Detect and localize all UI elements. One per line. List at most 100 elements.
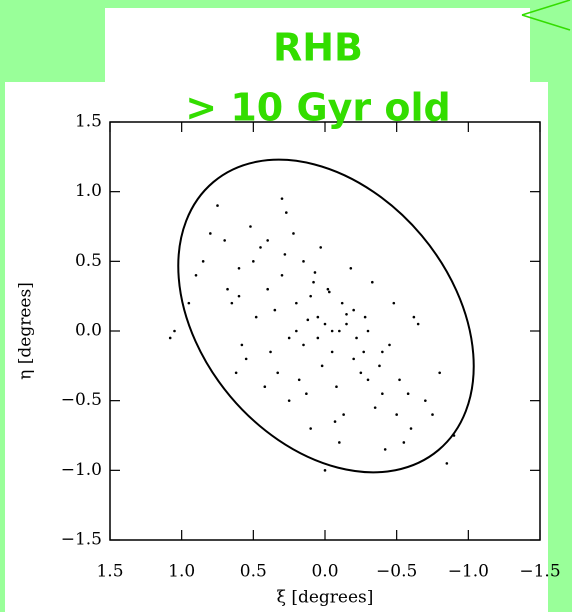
point bbox=[234, 371, 238, 375]
point bbox=[297, 378, 301, 382]
point bbox=[366, 329, 370, 333]
point bbox=[335, 385, 338, 389]
point bbox=[431, 413, 434, 416]
point bbox=[252, 260, 255, 263]
point bbox=[230, 301, 234, 305]
point bbox=[302, 343, 305, 347]
point bbox=[378, 364, 381, 368]
y-tick-label: 0.5 bbox=[75, 251, 102, 271]
point bbox=[287, 399, 291, 402]
point bbox=[333, 420, 337, 423]
point bbox=[223, 239, 226, 242]
point bbox=[312, 280, 315, 284]
point bbox=[244, 357, 248, 361]
point bbox=[194, 273, 198, 277]
point bbox=[362, 350, 366, 354]
point bbox=[330, 329, 334, 333]
point bbox=[273, 308, 277, 312]
point bbox=[355, 336, 358, 340]
x-tick-label: 1.0 bbox=[168, 562, 195, 582]
point bbox=[352, 357, 355, 361]
banner bbox=[105, 8, 530, 82]
point bbox=[409, 427, 413, 430]
point bbox=[237, 294, 241, 298]
point bbox=[316, 315, 320, 319]
point bbox=[412, 315, 416, 319]
y-axis-label: η [degrees] bbox=[16, 282, 36, 380]
x-tick-label: −1.5 bbox=[519, 562, 560, 582]
title: RHB bbox=[273, 26, 363, 70]
point bbox=[302, 260, 305, 263]
arrow-line bbox=[521, 14, 571, 31]
point bbox=[338, 329, 341, 333]
point bbox=[306, 318, 310, 322]
point bbox=[305, 392, 308, 396]
point bbox=[201, 260, 205, 263]
point bbox=[340, 301, 344, 305]
point bbox=[424, 399, 427, 402]
point bbox=[345, 322, 348, 326]
point bbox=[280, 197, 284, 200]
point bbox=[254, 315, 258, 319]
point bbox=[309, 427, 312, 430]
point bbox=[323, 322, 327, 326]
ellipse bbox=[177, 158, 475, 474]
point bbox=[309, 294, 312, 298]
point bbox=[359, 371, 363, 375]
x-tick-label: 0.0 bbox=[311, 562, 338, 582]
point bbox=[316, 336, 320, 340]
point bbox=[319, 246, 323, 249]
y-tick-label: 0.0 bbox=[75, 321, 102, 341]
arrow-line bbox=[521, 0, 571, 16]
x-tick-label: 0.5 bbox=[240, 562, 267, 582]
point bbox=[263, 385, 267, 389]
point bbox=[323, 469, 327, 472]
point bbox=[209, 232, 212, 235]
point bbox=[187, 301, 191, 305]
point bbox=[216, 204, 219, 207]
point bbox=[313, 271, 317, 274]
point bbox=[445, 462, 449, 465]
plot-panel bbox=[5, 82, 548, 612]
point bbox=[285, 211, 288, 214]
point bbox=[352, 308, 355, 312]
point bbox=[320, 364, 324, 368]
x-tick-label: −0.5 bbox=[376, 562, 417, 582]
point bbox=[366, 378, 370, 382]
point bbox=[295, 301, 298, 305]
point bbox=[328, 290, 331, 294]
point bbox=[438, 371, 441, 375]
point bbox=[283, 253, 287, 256]
point bbox=[292, 232, 295, 235]
point bbox=[342, 413, 345, 416]
subtitle: > 10 Gyr old bbox=[185, 86, 450, 130]
point bbox=[295, 329, 298, 333]
point bbox=[349, 267, 353, 270]
point bbox=[383, 448, 387, 451]
x-axis-label: ξ [degrees] bbox=[277, 588, 374, 608]
x-tick-label: 1.5 bbox=[96, 562, 123, 582]
point bbox=[345, 312, 348, 316]
point bbox=[398, 378, 401, 382]
y-tick-label: −1.5 bbox=[61, 530, 102, 550]
point bbox=[406, 392, 410, 396]
point bbox=[371, 280, 374, 284]
point bbox=[388, 343, 391, 347]
point bbox=[363, 315, 367, 319]
point bbox=[287, 336, 291, 340]
point bbox=[395, 413, 398, 416]
point bbox=[330, 350, 334, 354]
y-tick-label: 1.0 bbox=[75, 181, 102, 201]
point bbox=[168, 336, 172, 340]
point bbox=[237, 267, 241, 270]
point bbox=[266, 287, 269, 291]
point bbox=[326, 287, 330, 291]
point bbox=[240, 343, 244, 347]
point bbox=[249, 225, 252, 228]
point bbox=[226, 287, 229, 291]
y-tick-label: −0.5 bbox=[61, 390, 102, 410]
point bbox=[269, 350, 272, 354]
point bbox=[280, 273, 284, 277]
x-tick-label: −1.0 bbox=[448, 562, 489, 582]
